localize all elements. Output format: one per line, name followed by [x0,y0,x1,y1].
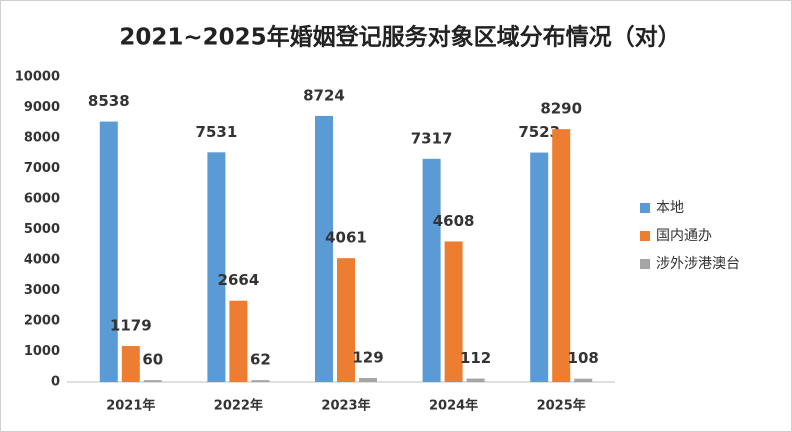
value-label: 62 [250,351,271,369]
bar [466,378,485,382]
bar [337,258,355,382]
value-label: 7523 [518,123,560,141]
value-label: 8290 [540,100,582,118]
bar [229,300,248,382]
y-tick-label: 4000 [24,253,60,268]
y-tick-label: 6000 [24,192,60,207]
value-label: 7531 [196,123,238,141]
value-label: 7317 [411,129,453,147]
bar [552,129,571,382]
bar [143,380,162,382]
legend-label: 国内通办 [656,228,712,244]
bar [359,378,377,382]
legend-label: 本地 [656,200,684,216]
legend-swatch [640,231,650,241]
y-tick-label: 8000 [24,131,60,146]
value-label: 60 [142,351,163,369]
value-label: 4061 [325,229,367,247]
chart-title: 2021~2025年婚姻登记服务对象区域分布情况（对） [119,24,680,51]
value-label: 8724 [303,86,345,104]
x-tick-label: 2024年 [429,398,478,414]
legend-swatch [640,203,650,213]
legend-swatch [640,259,650,269]
bar [315,115,333,382]
y-tick-label: 1000 [24,344,60,359]
x-tick-label: 2025年 [537,398,586,414]
x-tick-label: 2022年 [214,398,263,414]
bar [444,241,463,382]
x-tick-label: 2023年 [321,398,370,414]
y-tick-label: 3000 [24,283,60,298]
y-tick-label: 5000 [24,222,60,237]
y-tick-label: 7000 [24,161,60,176]
y-tick-label: 10000 [15,70,60,85]
y-tick-label: 9000 [24,100,60,115]
bar [99,121,118,382]
value-label: 129 [352,349,383,367]
value-label: 8538 [88,92,130,110]
value-label: 1179 [110,317,152,335]
x-tick-label: 2021年 [106,398,155,414]
bar [530,152,549,382]
legend-label: 涉外涉港澳台 [656,256,740,272]
value-label: 112 [460,349,491,367]
bar [121,346,140,382]
bar [207,152,226,382]
y-tick-label: 0 [51,375,60,390]
bar [574,378,593,382]
value-label: 4608 [433,212,475,230]
bar [422,158,441,382]
y-tick-label: 2000 [24,314,60,329]
bar [251,380,270,382]
value-label: 108 [568,349,599,367]
value-label: 2664 [218,271,260,289]
